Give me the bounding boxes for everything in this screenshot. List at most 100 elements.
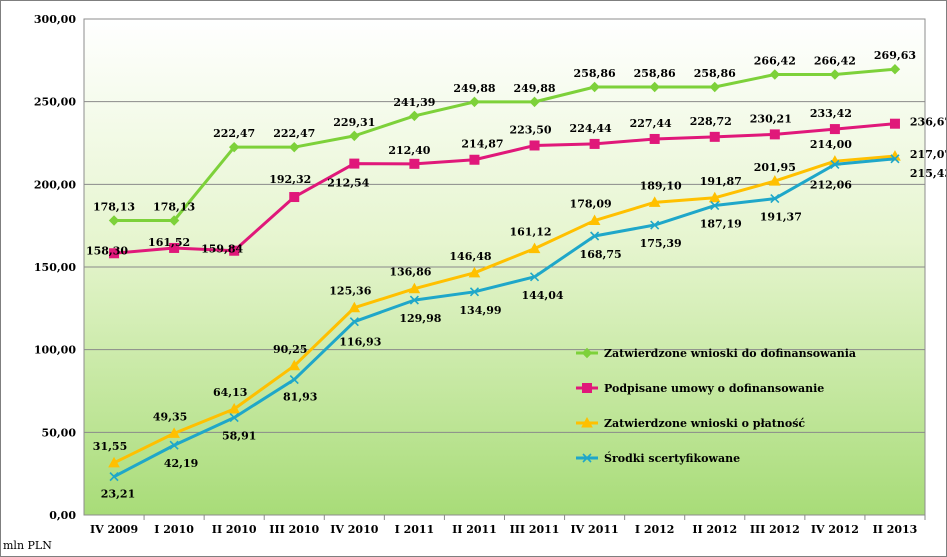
legend-entry: Zatwierdzone wnioski do dofinansowania — [604, 347, 856, 360]
data-label: 161,12 — [509, 226, 551, 239]
data-point — [228, 141, 240, 153]
x-tick-label: III 2010 — [269, 523, 319, 536]
data-label: 249,88 — [513, 82, 555, 95]
series-line — [113, 122, 896, 255]
series-line — [114, 67, 896, 222]
data-label: 266,42 — [754, 55, 796, 68]
data-point — [169, 242, 180, 253]
series-line — [113, 154, 896, 465]
data-point — [289, 141, 300, 153]
data-point — [889, 118, 900, 129]
data-label: 266,42 — [814, 55, 856, 68]
data-label: 191,87 — [700, 175, 742, 188]
y-tick-label: 50,00 — [42, 426, 77, 439]
data-label: 192,32 — [269, 173, 311, 186]
data-point — [468, 266, 481, 278]
x-tick-label: IV 2010 — [330, 523, 378, 536]
data-point — [169, 440, 179, 450]
data-label: 175,39 — [640, 237, 682, 250]
data-label: 233,42 — [810, 107, 852, 120]
y-unit-label: mln PLN — [3, 539, 52, 552]
data-label: 134,99 — [459, 304, 501, 317]
data-point — [769, 129, 780, 140]
data-label: 90,25 — [273, 343, 307, 356]
data-point — [108, 456, 120, 468]
y-tick-label: 150,00 — [34, 261, 76, 274]
data-point — [769, 69, 781, 80]
data-point — [409, 158, 420, 169]
data-label: 136,86 — [389, 266, 431, 279]
x-tick-label: IV 2012 — [811, 523, 859, 536]
x-tick-label: III 2011 — [510, 523, 560, 536]
data-label: 214,87 — [461, 138, 503, 151]
data-point — [708, 191, 721, 203]
data-label: 146,48 — [449, 250, 491, 263]
data-point — [469, 154, 480, 165]
data-point — [168, 215, 180, 226]
data-label: 42,19 — [164, 457, 198, 470]
x-tick-label: I 2011 — [395, 523, 435, 536]
data-label: 212,54 — [327, 177, 369, 190]
data-label: 191,37 — [760, 211, 802, 224]
y-tick-label: 200,00 — [34, 178, 76, 191]
data-label: 212,06 — [810, 178, 852, 191]
x-tick-label: IV 2009 — [90, 523, 138, 536]
data-point — [409, 110, 420, 122]
data-point — [588, 214, 601, 226]
data-label: 230,21 — [750, 112, 792, 125]
data-point — [770, 194, 780, 204]
legend-marker — [582, 383, 592, 393]
data-point — [409, 295, 419, 305]
data-point — [589, 81, 600, 93]
data-label: 158,30 — [86, 244, 128, 257]
data-label: 228,72 — [690, 115, 732, 128]
data-point — [109, 472, 119, 482]
data-point — [709, 81, 720, 93]
data-label: 49,35 — [153, 410, 187, 423]
x-tick-label: I 2012 — [635, 523, 675, 536]
y-tick-label: 100,00 — [34, 344, 76, 357]
data-label: 258,86 — [634, 67, 676, 80]
data-label: 222,47 — [213, 127, 255, 140]
data-point — [349, 158, 360, 169]
data-label: 201,95 — [754, 161, 796, 174]
data-label: 217,07 — [910, 148, 946, 161]
data-label: 187,19 — [700, 218, 742, 231]
data-label: 116,93 — [339, 336, 381, 349]
data-label: 215,43 — [910, 167, 946, 180]
data-point — [229, 413, 239, 423]
legend-marker — [582, 453, 592, 463]
data-point — [889, 64, 901, 75]
data-point — [349, 317, 359, 327]
data-point — [529, 140, 540, 151]
data-label: 229,31 — [333, 116, 375, 129]
legend-entry: Zatwierdzone wnioski o płatność — [604, 417, 805, 430]
data-point — [650, 220, 660, 230]
data-label: 125,36 — [329, 285, 371, 298]
data-label: 178,09 — [570, 198, 612, 211]
data-point — [228, 402, 241, 414]
data-point — [589, 138, 600, 149]
data-label: 129,98 — [399, 312, 441, 325]
data-point — [168, 427, 180, 438]
data-point — [649, 133, 660, 144]
data-label: 227,44 — [630, 117, 672, 130]
data-point — [469, 287, 480, 297]
y-tick-label: 300,00 — [34, 13, 76, 26]
legend-marker — [581, 416, 593, 428]
data-label: 58,91 — [222, 430, 256, 443]
data-label: 223,50 — [509, 123, 551, 136]
data-point — [829, 69, 841, 80]
data-point — [590, 231, 600, 241]
y-tick-label: 0,00 — [49, 509, 76, 522]
data-point — [710, 200, 720, 211]
data-label: 189,10 — [640, 179, 682, 192]
x-tick-label: III 2012 — [750, 523, 800, 536]
x-tick-label: II 2011 — [452, 523, 497, 536]
x-tick-label: II 2010 — [212, 523, 257, 536]
x-tick-label: II 2012 — [692, 523, 737, 536]
data-label: 159,84 — [201, 243, 243, 256]
data-label: 236,67 — [910, 116, 946, 129]
